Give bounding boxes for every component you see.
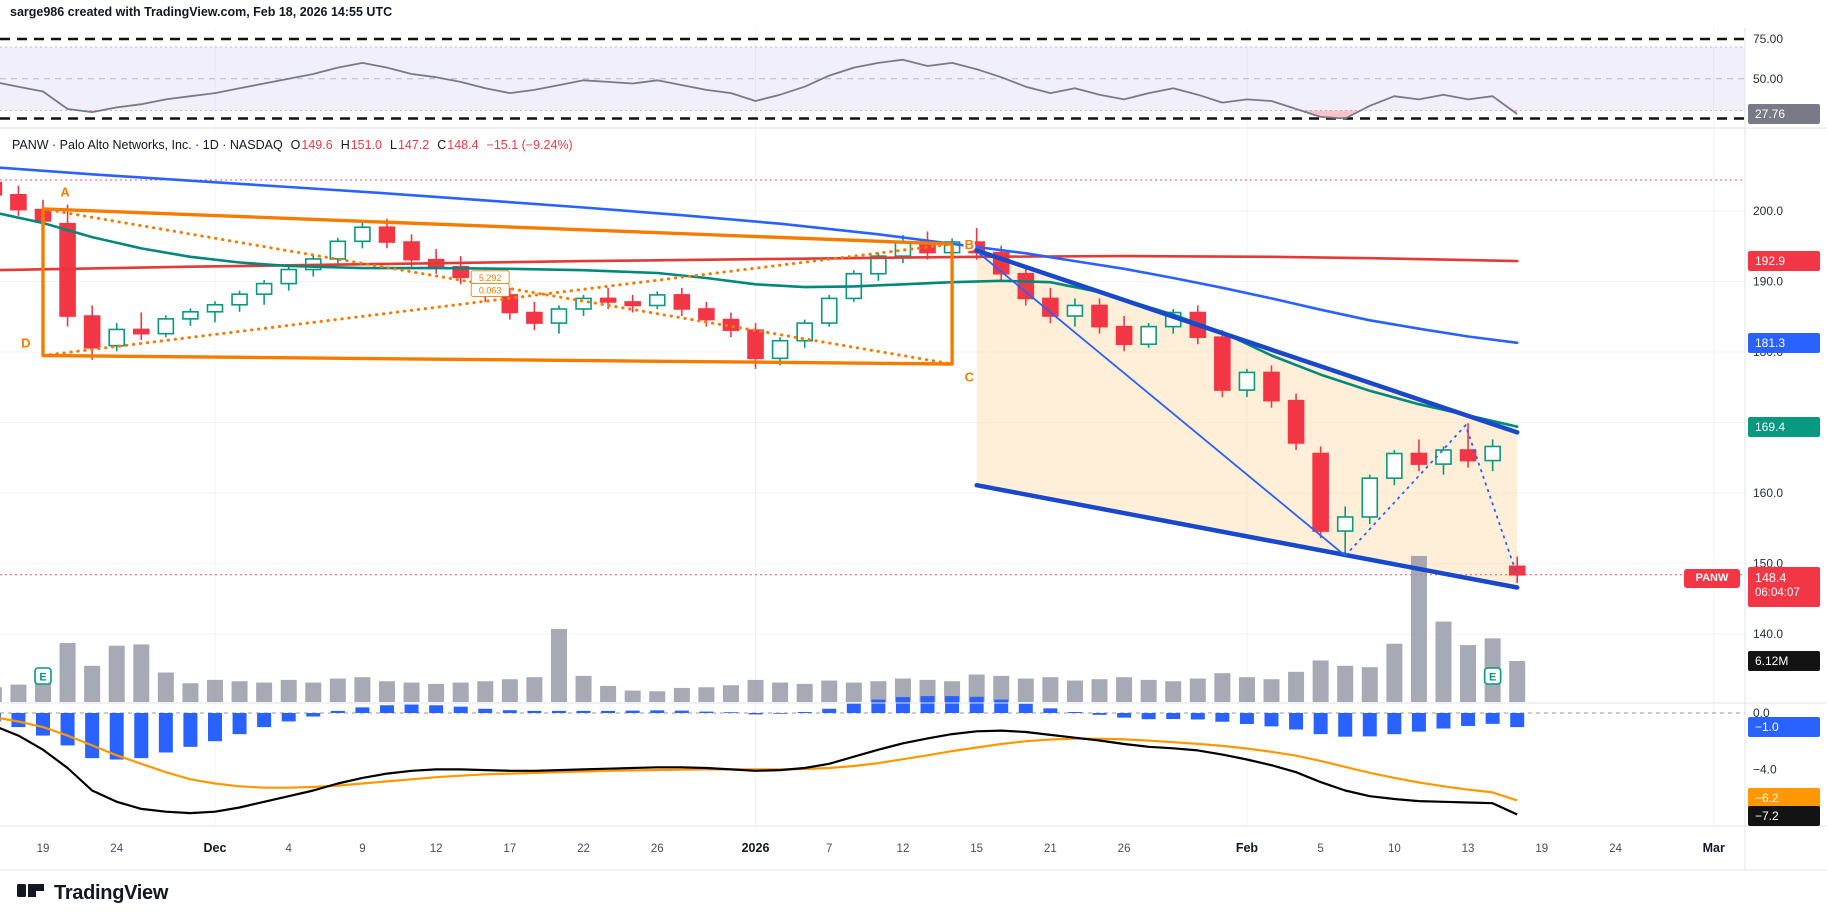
time-axis[interactable] [0, 826, 1827, 870]
earnings-icon [34, 667, 52, 685]
svg-text:75.00: 75.00 [1753, 32, 1783, 46]
svg-text:26: 26 [651, 843, 664, 855]
change-value: −15.1 (−9.24%) [486, 138, 573, 152]
svg-text:Feb: Feb [1236, 841, 1259, 855]
earnings-icon [1483, 667, 1502, 685]
symbol-info-bar[interactable]: PANW · Palo Alto Networks, Inc. · 1D · N… [12, 138, 573, 152]
svg-text:E: E [1489, 672, 1496, 684]
svg-text:19: 19 [37, 843, 50, 855]
svg-text:4: 4 [285, 843, 292, 855]
svg-text:50.00: 50.00 [1753, 72, 1783, 86]
svg-text:190.0: 190.0 [1753, 275, 1783, 289]
svg-text:12: 12 [897, 843, 910, 855]
tradingview-logo-icon [16, 876, 45, 910]
svg-text:9: 9 [359, 843, 365, 855]
svg-text:26: 26 [1118, 843, 1131, 855]
session-countdown: 06:04:07 [1755, 587, 1800, 600]
svg-text:19: 19 [1535, 843, 1548, 855]
macd-signal-badge: −6.2 [1748, 788, 1820, 808]
svg-text:22: 22 [577, 843, 590, 855]
high-label: H [340, 138, 350, 152]
svg-text:24: 24 [110, 843, 123, 855]
volume-series [0, 555, 1526, 702]
rsi-value-badge: 27.76 [1748, 104, 1820, 124]
svg-text:0.0: 0.0 [1753, 706, 1770, 720]
tradingview-logo[interactable]: TradingView [16, 876, 168, 910]
axes: 75.0050.00200.0190.0180.0170.0160.0150.0… [0, 28, 1827, 871]
volume-value-badge: 6.12M [1748, 651, 1820, 671]
svg-text:5: 5 [1317, 843, 1323, 855]
svg-text:140.0: 140.0 [1753, 627, 1783, 641]
svg-text:Dec: Dec [204, 841, 227, 855]
high-value: 151.0 [350, 138, 382, 152]
current-price-badge: 148.4 06:04:07 [1748, 567, 1820, 607]
svg-text:17: 17 [503, 843, 516, 855]
svg-text:0.063: 0.063 [479, 285, 502, 295]
drawings: A B C D 5.292 0.063 E E [19, 183, 1520, 685]
svg-text:Mar: Mar [1703, 841, 1725, 855]
svg-text:C: C [965, 369, 975, 384]
svg-text:7: 7 [826, 843, 832, 855]
svg-text:D: D [21, 336, 30, 351]
svg-text:B: B [965, 237, 974, 252]
svg-text:160.0: 160.0 [1753, 486, 1783, 500]
symbol-title: PANW · Palo Alto Networks, Inc. · 1D · N… [12, 138, 283, 152]
svg-text:200.0: 200.0 [1753, 204, 1783, 218]
svg-text:2026: 2026 [742, 841, 770, 855]
open-value: 149.6 [301, 138, 333, 152]
svg-text:21: 21 [1044, 843, 1057, 855]
attribution-text: sarge986 created with TradingView.com, F… [10, 5, 393, 19]
svg-text:13: 13 [1462, 843, 1475, 855]
svg-text:12: 12 [430, 843, 443, 855]
symbol-price-line-label: PANW [1684, 569, 1740, 588]
macd-histogram-badge: −1.0 [1748, 717, 1820, 737]
svg-text:10: 10 [1388, 843, 1401, 855]
close-label: C [437, 138, 447, 152]
low-value: 147.2 [397, 138, 430, 152]
ma-overlays [0, 166, 1519, 429]
blue-ma-price-badge: 181.3 [1748, 333, 1820, 353]
green-ma-price-badge: 169.4 [1748, 417, 1820, 437]
svg-text:−4.0: −4.0 [1753, 762, 1777, 776]
macd-line-badge: −7.2 [1748, 806, 1820, 826]
low-label: L [390, 138, 397, 152]
open-label: O [290, 138, 301, 152]
svg-text:E: E [39, 672, 46, 684]
svg-text:24: 24 [1609, 843, 1622, 855]
macd-pane [0, 696, 1745, 816]
channel-fill-and-levels [0, 179, 1745, 588]
svg-text:15: 15 [970, 843, 983, 855]
current-price: 148.4 [1755, 571, 1787, 585]
svg-text:A: A [60, 185, 70, 200]
svg-text:5.292: 5.292 [479, 273, 502, 283]
rsi-pane [0, 37, 1745, 120]
candles [0, 182, 1526, 584]
red-ma-price-badge: 192.9 [1748, 251, 1820, 271]
tradingview-logo-text: TradingView [54, 881, 169, 904]
close-value: 148.4 [447, 138, 479, 152]
